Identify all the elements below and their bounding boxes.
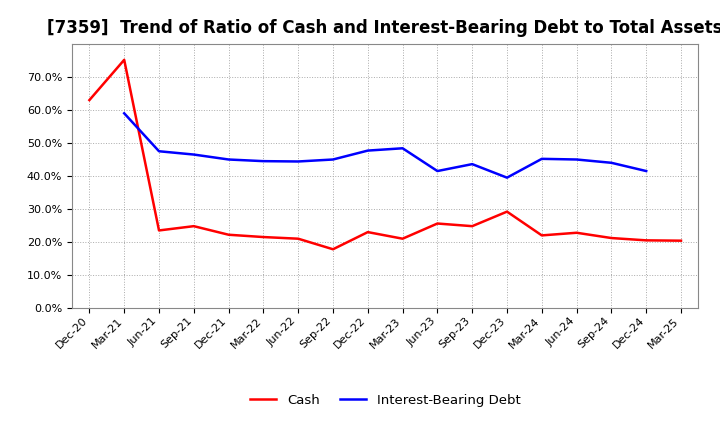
Cash bbox=[572, 230, 581, 235]
Interest-Bearing Debt bbox=[433, 169, 442, 174]
Interest-Bearing Debt bbox=[294, 159, 302, 164]
Interest-Bearing Debt bbox=[225, 157, 233, 162]
Legend: Cash, Interest-Bearing Debt: Cash, Interest-Bearing Debt bbox=[245, 389, 526, 412]
Interest-Bearing Debt bbox=[328, 157, 337, 162]
Cash bbox=[607, 235, 616, 241]
Interest-Bearing Debt bbox=[398, 146, 407, 151]
Interest-Bearing Debt bbox=[120, 110, 129, 116]
Cash bbox=[642, 238, 651, 243]
Cash bbox=[503, 209, 511, 214]
Interest-Bearing Debt bbox=[468, 161, 477, 167]
Interest-Bearing Debt bbox=[189, 152, 198, 157]
Cash bbox=[294, 236, 302, 241]
Cash bbox=[259, 235, 268, 240]
Cash bbox=[85, 97, 94, 103]
Cash bbox=[225, 232, 233, 238]
Cash bbox=[328, 246, 337, 252]
Title: [7359]  Trend of Ratio of Cash and Interest-Bearing Debt to Total Assets: [7359] Trend of Ratio of Cash and Intere… bbox=[48, 19, 720, 37]
Interest-Bearing Debt bbox=[607, 160, 616, 165]
Line: Cash: Cash bbox=[89, 60, 681, 249]
Interest-Bearing Debt bbox=[259, 158, 268, 164]
Interest-Bearing Debt bbox=[537, 156, 546, 161]
Cash bbox=[677, 238, 685, 243]
Cash bbox=[364, 230, 372, 235]
Cash bbox=[398, 236, 407, 241]
Interest-Bearing Debt bbox=[364, 148, 372, 153]
Cash bbox=[189, 224, 198, 229]
Cash bbox=[468, 224, 477, 229]
Cash bbox=[155, 228, 163, 233]
Interest-Bearing Debt bbox=[503, 175, 511, 180]
Cash bbox=[120, 57, 129, 62]
Interest-Bearing Debt bbox=[572, 157, 581, 162]
Interest-Bearing Debt bbox=[155, 149, 163, 154]
Interest-Bearing Debt bbox=[642, 169, 651, 174]
Cash bbox=[433, 221, 442, 226]
Line: Interest-Bearing Debt: Interest-Bearing Debt bbox=[125, 113, 647, 178]
Cash bbox=[537, 233, 546, 238]
